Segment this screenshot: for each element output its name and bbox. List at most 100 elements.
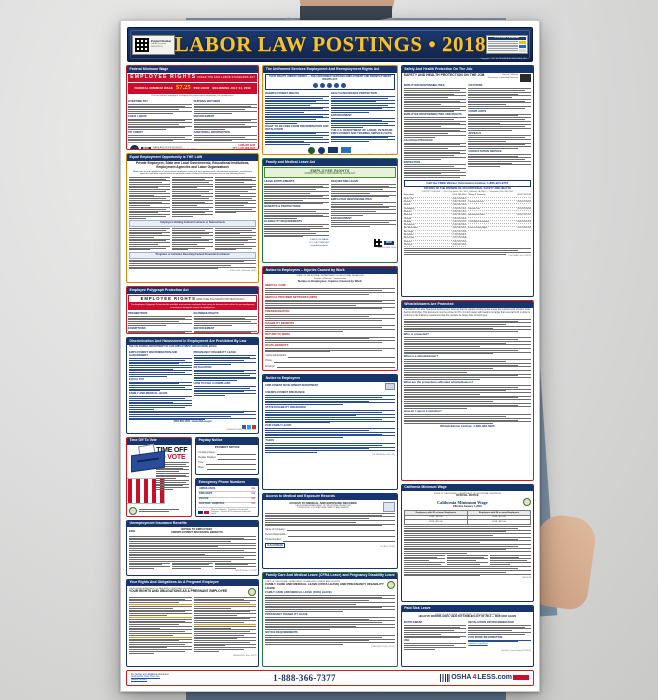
dfeh-form-number: DFEH-E07P-ENG / January 2018 bbox=[226, 429, 257, 432]
payday-field-1: Regular Paydays: bbox=[198, 457, 217, 460]
panel-equal-employment-opportunity: Equal Employment Opportunity is THE LAW … bbox=[126, 153, 260, 284]
emergency-label-0: AMBULANCE bbox=[199, 486, 216, 490]
fmw-agency-footer: WHD WAGE AND HOUR DIVISION UNITED STATES… bbox=[128, 142, 258, 150]
dol-seal-icon bbox=[318, 146, 326, 154]
payday-heading: PAYMENT NOTICE bbox=[214, 445, 240, 450]
safety-section-2: CAL/OSHA PROGRAM bbox=[403, 138, 433, 142]
barcode-icon bbox=[440, 673, 451, 682]
twitter-icon[interactable] bbox=[247, 425, 252, 430]
fmw-section-3: NURSING MOTHERS bbox=[193, 99, 221, 103]
body-text bbox=[468, 624, 531, 635]
psl-section-2: RETALIATION OR DISCRIMINATION bbox=[468, 621, 514, 625]
logo-part-3: LESS.com bbox=[477, 673, 512, 681]
cfra-section-0: FAMILY CARE AND MEDICAL LEAVE (CFRA LEAV… bbox=[265, 591, 332, 595]
safety-hotline-label: Call the FREE Worker Information Hotline… bbox=[426, 180, 487, 185]
psl-headline: HEALTHY WORKPLACES / HEALTHY FAMILIES AC… bbox=[418, 615, 517, 619]
dwc-input-2[interactable] bbox=[276, 364, 395, 369]
panel-emergency-phone-numbers: Emergency Phone Numbers AMBULANCE 911 FIR… bbox=[195, 478, 260, 517]
fmw-wage-row: FEDERAL MINIMUM WAGE $7.25 PER HOUR BEGI… bbox=[128, 82, 258, 93]
body-text bbox=[129, 259, 257, 270]
edd-section-1: STATE DISABILITY INSURANCE bbox=[265, 406, 307, 410]
body-text bbox=[264, 224, 329, 238]
dwc-field-1: Phone bbox=[265, 360, 272, 363]
body-text bbox=[403, 554, 446, 566]
payday-input-0[interactable] bbox=[217, 451, 257, 455]
panel-title: Family Care And Medical Leave (CFRA Leav… bbox=[263, 572, 397, 580]
payday-input-1[interactable] bbox=[218, 456, 257, 460]
panel-payday-notice: Payday Notice PAYMENT NOTICE Company Nam… bbox=[195, 436, 260, 476]
body-text bbox=[265, 635, 395, 645]
dwc-input-0[interactable] bbox=[288, 354, 395, 358]
emergency-value-0: 911 bbox=[251, 486, 256, 490]
body-text bbox=[265, 288, 395, 295]
body-text bbox=[171, 227, 214, 251]
dfeh-contact: (800) 884-1684 • www.dfeh.ca.gov bbox=[173, 420, 212, 424]
agency-tty: TTY: 1-877-889-5627 bbox=[232, 146, 256, 150]
body-text bbox=[214, 227, 257, 251]
fmla-form-number: WH1420 REV 04/16 bbox=[377, 247, 396, 250]
fmla-section-1: BENEFITS & PROTECTIONS bbox=[264, 205, 301, 209]
facebook-icon[interactable] bbox=[242, 425, 247, 430]
amr-input-0[interactable] bbox=[287, 527, 395, 532]
ui-heading-2: UNEMPLOYMENT INSURANCE BENEFITS bbox=[170, 530, 223, 534]
fmla-section-4: EMPLOYER RESPONSIBILITIES bbox=[331, 198, 372, 202]
safety-agency-1: State of California bbox=[502, 74, 518, 77]
footer-phone[interactable]: 1-888-366-7377 bbox=[273, 672, 336, 683]
dwc-input-1[interactable] bbox=[273, 359, 395, 363]
dfeh-section-5: HOW TO FILE A COMPLAINT bbox=[193, 382, 231, 386]
payday-input-2[interactable] bbox=[205, 461, 257, 465]
body-text bbox=[129, 410, 257, 421]
amr-input-2[interactable] bbox=[283, 538, 395, 542]
body-text bbox=[129, 396, 192, 410]
flag-icon bbox=[198, 511, 210, 515]
edd-logo: EDD bbox=[129, 529, 136, 534]
body-text bbox=[468, 153, 531, 168]
amr-form-number: S-8 (Rev. 12/98) bbox=[380, 546, 395, 549]
wb-hotline-label: Whistleblower Hotline: bbox=[440, 424, 473, 429]
agency-phone: 1-866-487-9243 bbox=[238, 144, 256, 148]
dwc-input-3[interactable] bbox=[276, 369, 395, 370]
fmw-wage-amount: $7.25 bbox=[175, 84, 191, 92]
youtube-icon[interactable] bbox=[252, 425, 257, 430]
body-text bbox=[193, 315, 258, 326]
logo-accent-bar bbox=[513, 675, 529, 681]
safety-hotline-number: 1-866-924-9757 bbox=[487, 180, 509, 185]
wb-question-1: What is a whistleblower? bbox=[403, 354, 439, 359]
body-text bbox=[129, 176, 171, 220]
body-text bbox=[193, 369, 257, 382]
dwc-agency-1: STATE OF CALIFORNIA · DEPARTMENT OF INDU… bbox=[296, 275, 364, 278]
payday-field-3: Place: bbox=[198, 467, 205, 470]
state-seal-icon bbox=[248, 587, 257, 596]
ballot-box-icon bbox=[129, 443, 165, 477]
labor-law-poster: Product Number CA-A1 (revised 06/14/2017… bbox=[120, 20, 540, 692]
panel-title: Unemployment Insurance Benefits bbox=[127, 520, 259, 528]
body-text bbox=[403, 359, 531, 380]
body-text bbox=[265, 616, 395, 631]
panel-title: Access to Medical and Exposure Records bbox=[263, 493, 397, 501]
fmla-tty: TTY: 1-877-889-5627 bbox=[308, 241, 330, 244]
payday-input-3[interactable] bbox=[206, 466, 257, 471]
psl-web[interactable]: www.dir.ca.gov/dlse bbox=[468, 643, 488, 646]
poster-title: LABOR LAW POSTINGS • 2018 bbox=[174, 32, 486, 57]
whd-tag: WHD bbox=[384, 240, 394, 246]
footer-line-3[interactable]: please contact: bbox=[131, 678, 148, 682]
fmla-section-0: LEAVE ENTITLEMENTS bbox=[264, 179, 295, 183]
osha4less-logo[interactable]: OSHA 4 LESS.com bbox=[440, 674, 529, 682]
body-text bbox=[193, 386, 257, 396]
dwc-section-3: DISABILITY BENEFITS bbox=[265, 321, 295, 325]
footer-line-2[interactable]: postings/for more than one, bbox=[131, 675, 161, 679]
fmw-wage-label: FEDERAL MINIMUM WAGE bbox=[134, 86, 173, 90]
emergency-value-1: 911 bbox=[251, 491, 256, 495]
fmw-wage-effective: BEGINNING JULY 24, 2009 bbox=[212, 86, 251, 90]
eeo-headline: Private Employers, State and Local Gover… bbox=[135, 161, 250, 169]
fmw-subhead: UNDER THE FAIR LABOR STANDARDS ACT bbox=[196, 76, 256, 80]
panel-title: Notice to Employees – Injuries Caused by… bbox=[263, 267, 397, 274]
body-text bbox=[264, 183, 329, 205]
body-text bbox=[193, 118, 258, 131]
amr-input-1[interactable] bbox=[288, 533, 395, 537]
dwc-section-2: PREDESIGNATION bbox=[265, 310, 290, 314]
emergency-footnote: State of California · Department of Indu… bbox=[211, 509, 251, 516]
dwc-headline: Notice to Employees: Injuries Caused by … bbox=[298, 279, 362, 284]
body-text bbox=[403, 117, 467, 138]
poster-footer: For further any additional document post… bbox=[126, 669, 534, 686]
